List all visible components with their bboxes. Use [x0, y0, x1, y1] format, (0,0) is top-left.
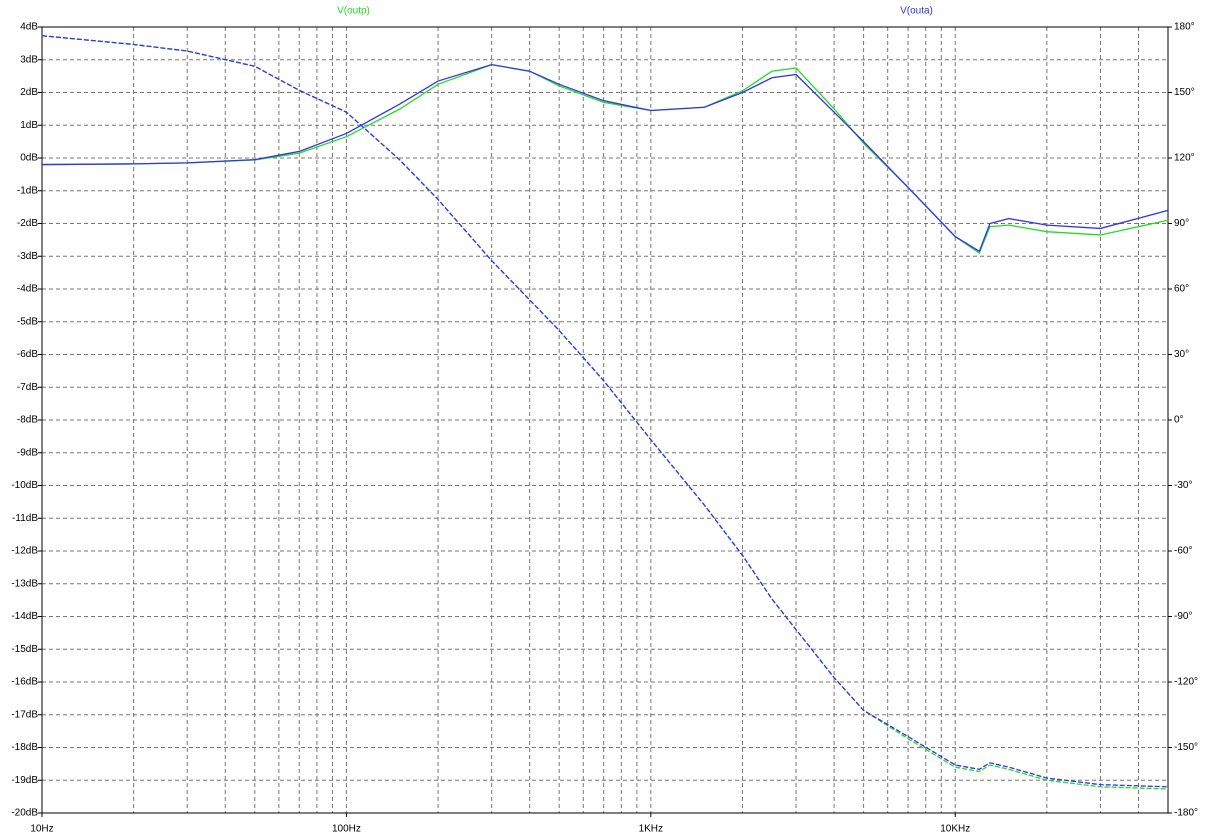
y2-tick-label: 0° [1174, 415, 1184, 426]
y-tick-label: -18dB [11, 742, 38, 753]
chart: 10Hz 100Hz 1KHz 10KHz 4dB 3dB 2dB 1dB 0dB -1dB -2d… [0, 0, 1212, 840]
y-tick-label: -13dB [11, 578, 38, 589]
y-tick-label: -16dB [11, 677, 38, 688]
legend-label: V(outp) [337, 6, 370, 17]
y-tick-label: -4dB [17, 284, 38, 295]
x-tick-label: 1KHz [639, 824, 663, 835]
y-tick-label: -15dB [11, 644, 38, 655]
y-tick-label: -17dB [11, 709, 38, 720]
y2-tick-label: -180° [1174, 808, 1198, 819]
y-tick-label: -7dB [17, 382, 38, 393]
y-tick-label: -10dB [11, 480, 38, 491]
y-tick-label: 1dB [20, 120, 38, 131]
y-tick-label: -6dB [17, 349, 38, 360]
y-tick-label: -3dB [17, 251, 38, 262]
y2-tick-label: 30° [1174, 349, 1189, 360]
x-tick-label: 10Hz [30, 824, 53, 835]
y-tick-label: -14dB [11, 611, 38, 622]
y-tick-label: -19dB [11, 775, 38, 786]
x-tick-label: 100Hz [332, 824, 361, 835]
y-tick-label: -11dB [12, 513, 38, 524]
y2-tick-label: -150° [1174, 742, 1198, 753]
y-tick-label: 2dB [20, 87, 38, 98]
y-tick-label: -1dB [17, 185, 38, 196]
y-tick-label: -5dB [17, 316, 38, 327]
y-tick-label: -12dB [11, 546, 38, 557]
y2-tick-label: 60° [1174, 284, 1189, 295]
y-tick-label: -2dB [17, 218, 38, 229]
y2-tick-label: -90° [1174, 611, 1192, 622]
y-tick-label: -8dB [17, 415, 38, 426]
legend-label: V(outa) [900, 6, 933, 17]
y-tick-label: 4dB [20, 22, 38, 33]
y2-tick-label: 180° [1174, 22, 1195, 33]
y-tick-label: 0dB [20, 153, 38, 164]
y-tick-label: -9dB [17, 447, 38, 458]
y2-tick-label: -30° [1174, 480, 1192, 491]
x-tick-label: 10KHz [940, 824, 970, 835]
y2-tick-label: 90° [1174, 218, 1189, 229]
y2-tick-label: 150° [1174, 87, 1195, 98]
y2-tick-label: -120° [1174, 677, 1198, 688]
y-tick-label: -20dB [11, 808, 38, 819]
y2-tick-label: -60° [1174, 546, 1192, 557]
y2-tick-label: 120° [1174, 153, 1195, 164]
y-tick-label: 3dB [20, 54, 38, 65]
